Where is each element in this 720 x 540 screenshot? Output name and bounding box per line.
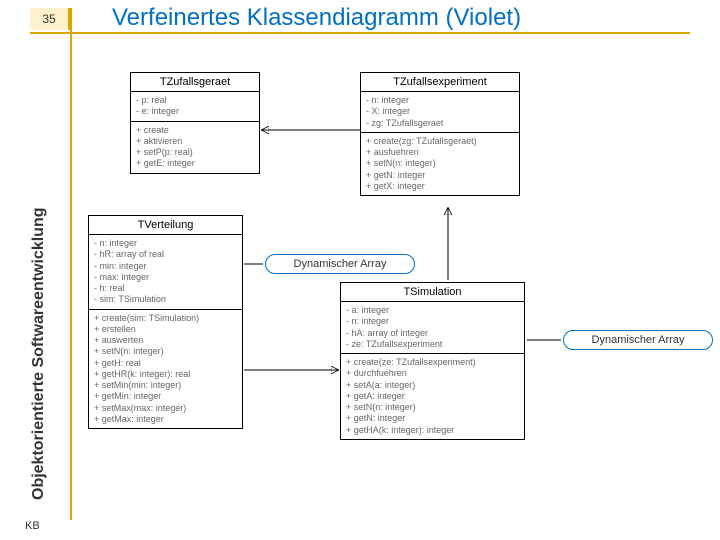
callout-dynamischer-array-2: Dynamischer Array	[563, 330, 713, 350]
class-ops: + create(zg: TZufallsgeraet)+ ausfuehren…	[361, 133, 519, 195]
class-tsimulation: TSimulation - a: integer- n: integer- hA…	[340, 282, 525, 440]
callout-text: Dynamischer Array	[294, 258, 387, 270]
sidebar-label: Objektorientierte Softwareentwicklung	[30, 208, 48, 501]
footer-label: KB	[25, 520, 40, 532]
sidebar-rule	[70, 8, 72, 520]
class-ops: + create+ aktivieren+ setP(p: real)+ get…	[131, 122, 259, 173]
page-title: Verfeinertes Klassendiagramm (Violet)	[112, 4, 521, 32]
class-name: TZufallsexperiment	[361, 73, 519, 92]
class-ops: + create(ze: TZufallsexperiment)+ durchf…	[341, 354, 524, 439]
class-ops: + create(sim: TSimulation)+ erstellen+ a…	[89, 310, 242, 429]
class-name: TSimulation	[341, 283, 524, 302]
class-tzufallsgeraet: TZufallsgeraet - p: real- e: integer + c…	[130, 72, 260, 174]
class-attrs: - a: integer- n: integer- hA: array of i…	[341, 302, 524, 354]
header-rule	[30, 32, 690, 34]
page-number: 35	[42, 12, 55, 26]
class-name: TZufallsgeraet	[131, 73, 259, 92]
class-tzufallsexperiment: TZufallsexperiment - n: integer- X: inte…	[360, 72, 520, 196]
class-attrs: - n: integer- X: integer- zg: TZufallsge…	[361, 92, 519, 133]
page-number-box: 35	[30, 8, 70, 30]
class-attrs: - p: real- e: integer	[131, 92, 259, 122]
class-tverteilung: TVerteilung - n: integer- hR: array of r…	[88, 215, 243, 429]
callout-text: Dynamischer Array	[592, 334, 685, 346]
class-name: TVerteilung	[89, 216, 242, 235]
class-attrs: - n: integer- hR: array of real- min: in…	[89, 235, 242, 310]
callout-dynamischer-array-1: Dynamischer Array	[265, 254, 415, 274]
slide-page: 35 Verfeinertes Klassendiagramm (Violet)…	[0, 0, 720, 540]
